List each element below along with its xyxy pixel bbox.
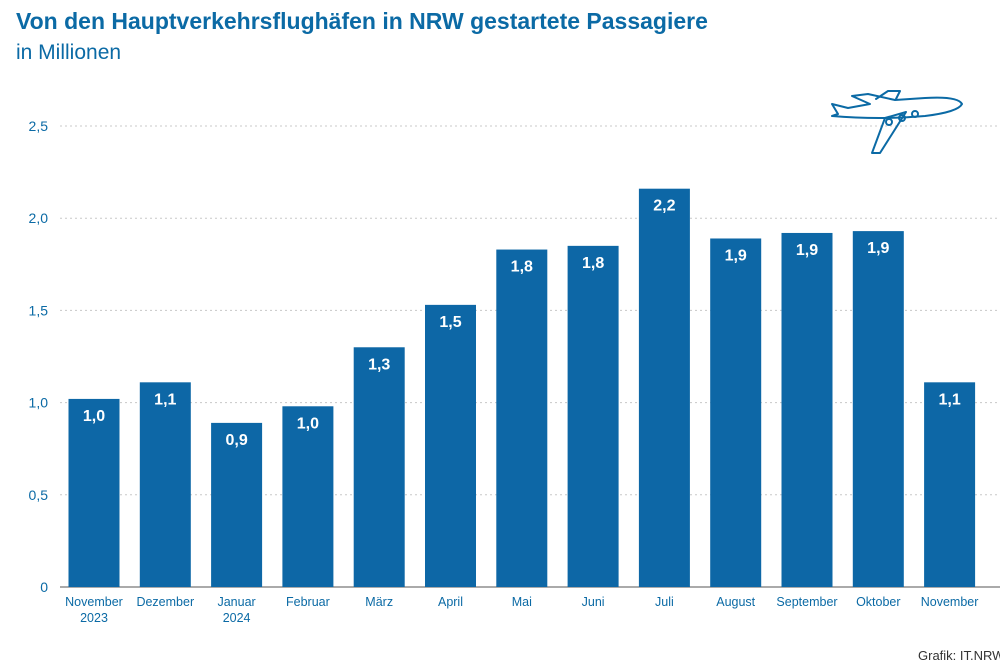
bar: [139, 382, 191, 587]
x-tick-label: Januar: [217, 595, 255, 609]
x-tick-label: März: [365, 595, 393, 609]
x-tick-label: Juni: [582, 595, 605, 609]
y-tick-label: 0,5: [29, 487, 49, 503]
bar: [710, 238, 762, 587]
source-note: Grafik: IT.NRW: [918, 648, 1000, 663]
x-tick-label: November: [65, 595, 123, 609]
x-tick-label: Dezember: [136, 595, 194, 609]
airplane-icon: [831, 90, 963, 154]
bar: [425, 304, 476, 587]
y-tick-label: 1,0: [29, 395, 49, 411]
bar: [781, 232, 833, 587]
x-axis-labels: November 2023 Dezember Januar 2024 Februar Mär…: [65, 595, 978, 625]
bar: [353, 347, 405, 587]
x-tick-label: Oktober: [856, 595, 900, 609]
data-label: 1,0: [83, 408, 105, 425]
bar: [211, 422, 263, 587]
y-tick-label: 2,0: [29, 210, 49, 226]
data-label: 1,1: [938, 391, 960, 408]
data-label: 1,9: [796, 242, 818, 259]
y-tick-label: 1,5: [29, 302, 49, 318]
data-label: 1,9: [725, 247, 747, 264]
x-tick-label: Mai: [512, 595, 532, 609]
x-tick-label: Juli: [655, 595, 674, 609]
x-tick-label: Februar: [286, 595, 330, 609]
data-label: 1,1: [154, 391, 176, 408]
data-label: 1,9: [867, 240, 889, 257]
bar: [68, 398, 120, 587]
y-tick-label: 0: [40, 579, 48, 595]
y-axis-ticks: 0 0,5 1,0 1,5 2,0 2,5: [29, 118, 49, 595]
data-label: 1,0: [297, 415, 319, 432]
data-label: 2,2: [653, 198, 675, 215]
x-tick-label: 2023: [80, 611, 108, 625]
data-label: 0,9: [225, 432, 247, 449]
data-label: 1,5: [439, 314, 461, 331]
bars: 1,0 1,1 0,9 1,0 1,3 1,5 1,8 1,8 2,2 1,9 1,9 1,9 1,1: [68, 188, 976, 588]
x-tick-label: November: [921, 595, 979, 609]
x-tick-label: 2024: [223, 611, 251, 625]
x-tick-label: April: [438, 595, 463, 609]
x-tick-label: September: [776, 595, 837, 609]
bar: [638, 188, 690, 588]
bar: [567, 245, 619, 588]
x-tick-label: August: [716, 595, 755, 609]
bar: [496, 249, 548, 587]
data-label: 1,8: [582, 255, 604, 272]
chart-subtitle: in Millionen: [16, 41, 122, 64]
data-label: 1,8: [511, 259, 533, 276]
chart-title: Von den Hauptverkehrsflughäfen in NRW ge…: [16, 8, 708, 34]
bar: [852, 231, 904, 587]
y-tick-label: 2,5: [29, 118, 49, 134]
bar: [924, 382, 976, 587]
data-label: 1,3: [368, 356, 390, 373]
bar: [282, 406, 334, 587]
